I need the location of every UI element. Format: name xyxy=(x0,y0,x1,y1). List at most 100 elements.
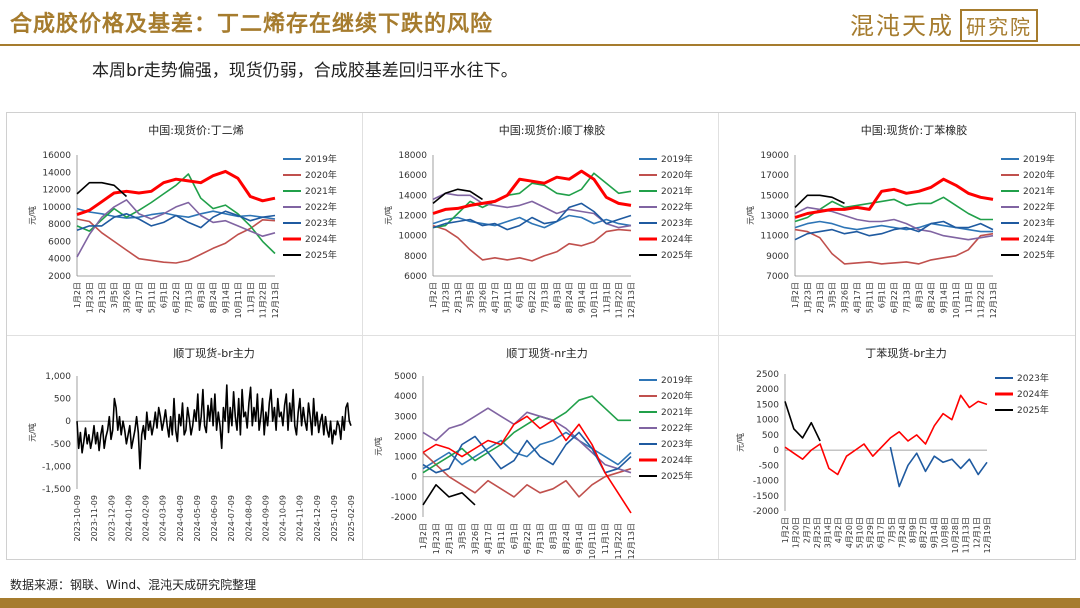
y-tick-label: -1000 xyxy=(753,477,779,487)
brand-logo: 混沌天成 研究院 xyxy=(850,6,1038,42)
y-tick-label: 8000 xyxy=(48,220,71,230)
legend-entry: 2020年 xyxy=(1023,169,1055,181)
chart-panel-sbr-price: 中国:现货价:丁苯橡胶 元/吨 7000 9000 11000 13000 15000 170… xyxy=(719,113,1075,336)
legend-entry: 2021年 xyxy=(1023,185,1055,197)
y-tick-label: 19000 xyxy=(760,151,789,161)
x-tick-label: 2023-12-09 xyxy=(107,495,116,542)
x-tick-label: 7月13日 xyxy=(902,282,911,313)
x-tick-label: 6月22日 xyxy=(523,523,532,554)
series-line xyxy=(76,181,128,198)
x-tick-label: 1月20日 xyxy=(792,517,801,548)
logo-box-text: 研究院 xyxy=(960,9,1038,42)
x-tick-label: 8月24日 xyxy=(209,282,218,313)
x-tick-label: 9月14日 xyxy=(575,523,584,554)
series-line xyxy=(794,177,994,219)
page-subtitle: 本周br走势偏强，现货仍弱，合成胶基差回归平水往下。 xyxy=(92,61,518,81)
y-tick-label: 16000 xyxy=(42,151,71,161)
y-axis-label: 元/吨 xyxy=(27,423,37,442)
legend-entry: 2023年 xyxy=(661,217,693,229)
x-tick-label: 6月1日 xyxy=(510,523,519,549)
footer-bar xyxy=(0,598,1080,608)
x-tick-label: 9月14日 xyxy=(222,282,231,313)
x-tick-label: 12月13日 xyxy=(627,523,636,559)
legend-entry: 2021年 xyxy=(661,406,693,418)
series-line xyxy=(422,431,632,474)
chart-title: 中国:现货价:顺丁橡胶 xyxy=(499,123,605,137)
x-tick-label: 2024-01-09 xyxy=(124,495,133,542)
y-tick-label: 15000 xyxy=(760,191,789,201)
series-line xyxy=(422,431,632,470)
x-tick-label: 2月25日 xyxy=(813,517,822,548)
x-tick-label: 5月11日 xyxy=(865,282,874,313)
y-axis-label: 元/吨 xyxy=(745,206,755,225)
legend-entry: 2025年 xyxy=(661,470,693,482)
legend-entry: 2024年 xyxy=(661,233,693,245)
y-tick-label: 5000 xyxy=(394,372,417,382)
x-tick-label: 2024-05-09 xyxy=(193,495,202,542)
x-tick-label: 1月23日 xyxy=(441,282,450,313)
x-tick-label: 1月2日 xyxy=(429,282,438,308)
y-tick-label: 0 xyxy=(411,473,417,483)
x-tick-label: 11月22日 xyxy=(977,282,986,318)
legend-entry: 2023年 xyxy=(1017,372,1049,384)
y-tick-label: 4000 xyxy=(48,255,71,265)
legend-entry: 2025年 xyxy=(1017,404,1049,416)
chart-title: 中国:现货价:丁二烯 xyxy=(148,123,243,137)
series-line xyxy=(76,218,276,264)
y-tick-label: 1000 xyxy=(394,453,417,463)
series-line xyxy=(422,451,632,498)
series-line xyxy=(432,202,632,231)
x-tick-label: 7月24日 xyxy=(898,517,907,548)
x-tick-label: 8月3日 xyxy=(915,282,924,308)
x-tick-label: 8月3日 xyxy=(549,523,558,549)
y-tick-label: -1000 xyxy=(391,493,417,503)
series-line xyxy=(76,169,276,217)
y-tick-label: 14000 xyxy=(42,168,71,178)
x-tick-label: 3月5日 xyxy=(110,282,119,308)
y-tick-label: 2000 xyxy=(394,432,417,442)
legend-entry: 2024年 xyxy=(1023,233,1055,245)
x-tick-label: 11月1日 xyxy=(246,282,255,313)
x-tick-label: 2024-07-09 xyxy=(227,495,236,542)
x-tick-label: 6月1日 xyxy=(160,282,169,308)
series-line xyxy=(76,199,276,258)
x-tick-label: 7月13日 xyxy=(184,282,193,313)
x-tick-label: 2024-08-09 xyxy=(244,495,253,542)
x-tick-label: 6月22日 xyxy=(890,282,899,313)
x-tick-label: 2023-10-09 xyxy=(73,495,82,542)
x-tick-label: 2024-12-09 xyxy=(313,495,322,542)
series-line xyxy=(794,196,993,223)
x-tick-label: 10月28日 xyxy=(951,517,960,553)
legend-entry: 2023年 xyxy=(305,217,337,229)
y-tick-label: 1500 xyxy=(756,400,779,410)
x-tick-label: 2024-03-09 xyxy=(159,495,168,542)
x-tick-label: 8月9日 xyxy=(909,517,918,543)
series-line xyxy=(432,192,632,229)
series-line xyxy=(784,401,821,442)
x-tick-label: 2024-09-09 xyxy=(261,495,270,542)
y-tick-label: -1500 xyxy=(753,492,779,502)
x-tick-label: 5月11日 xyxy=(503,282,512,313)
x-tick-label: 2024-02-09 xyxy=(142,495,151,542)
chart-title: 顺丁现货-br主力 xyxy=(173,346,254,360)
x-tick-label: 12月13日 xyxy=(271,282,280,318)
x-tick-label: 8月24日 xyxy=(562,523,571,554)
y-tick-label: -2000 xyxy=(391,513,417,523)
x-tick-label: 4月2日 xyxy=(834,517,843,543)
legend-entry: 2023年 xyxy=(1023,217,1055,229)
y-tick-label: 1,000 xyxy=(45,372,71,382)
legend-entry: 2024年 xyxy=(1017,388,1049,400)
x-tick-label: 12月13日 xyxy=(989,282,998,318)
y-tick-label: 0 xyxy=(773,446,779,456)
x-tick-label: 3月26日 xyxy=(123,282,132,313)
series-line xyxy=(422,484,476,506)
y-tick-label: 2000 xyxy=(756,385,779,395)
y-tick-label: 10000 xyxy=(42,203,71,213)
x-tick-label: 11月22日 xyxy=(259,282,268,318)
y-tick-label: 500 xyxy=(762,431,779,441)
x-tick-label: 4月20日 xyxy=(845,517,854,548)
